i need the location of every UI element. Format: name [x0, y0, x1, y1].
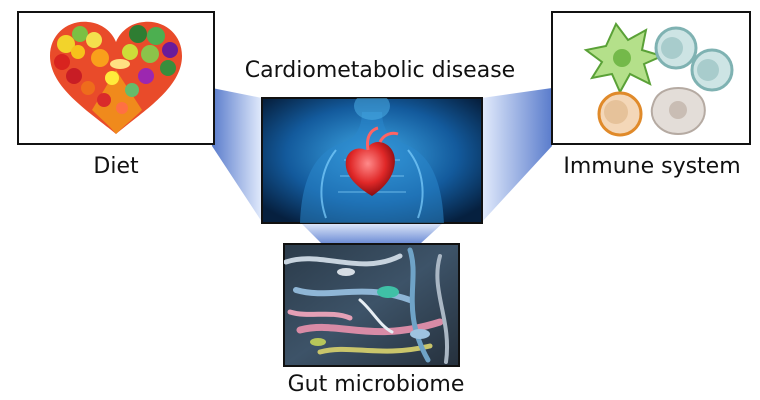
diet-panel — [17, 11, 215, 145]
immune-system-label: Immune system — [563, 154, 740, 179]
human-heart-illustration — [300, 98, 444, 223]
diet-label: Diet — [93, 154, 139, 179]
gut-microbiome-label: Gut microbiome — [288, 372, 465, 397]
diet-connector — [212, 88, 262, 222]
title-label: Cardiometabolic disease — [245, 58, 515, 83]
heart-of-vegetables-icon — [50, 21, 182, 134]
gut-panel — [283, 243, 460, 367]
immune-cells-icon — [583, 22, 734, 137]
gut-bacteria-micrograph — [284, 247, 449, 364]
gut-connector — [300, 222, 444, 244]
immune-panel — [551, 11, 751, 145]
disease-panel — [261, 97, 483, 224]
immune-connector — [482, 88, 552, 222]
